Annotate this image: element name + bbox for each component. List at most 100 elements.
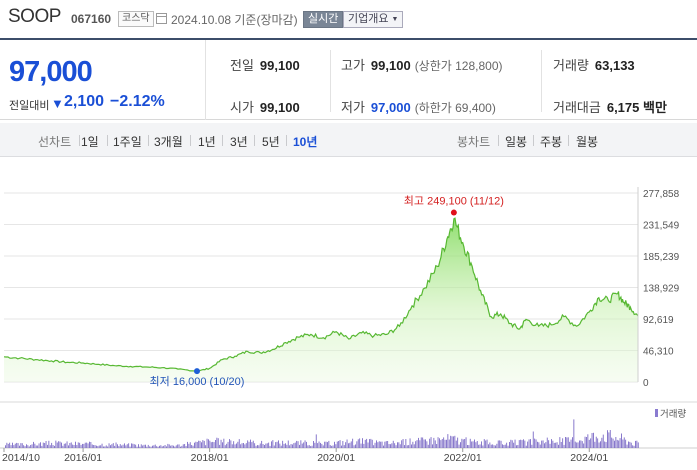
volume-bar [26,444,27,448]
volume-bar [342,441,344,448]
stat-open: 시가 99,100 [230,97,300,116]
volume-bar [240,444,242,448]
divider [498,135,499,146]
volume-bar [6,442,8,448]
volume-bar [324,441,326,448]
volume-bar [612,438,614,448]
volume-bar [10,445,12,448]
tab-weekly[interactable]: 주봉 [540,135,563,149]
volume-bar [83,443,85,448]
volume-bar [619,438,621,448]
volume-bar [234,444,236,448]
volume-bar [381,441,383,448]
volume-bar [171,445,173,448]
volume-bar [394,443,396,448]
volume-bar [598,442,600,448]
volume-bar [212,441,214,448]
divider [330,50,331,112]
volume-bar [567,437,569,448]
volume-bar [401,440,403,448]
volume-bar [441,439,443,448]
volume-bar [569,441,571,448]
volume-bar [511,440,513,448]
stock-code: 067160 [71,12,112,26]
tab-monthly[interactable]: 월봉 [576,135,599,149]
volume-bar [460,442,461,448]
upper-limit: (상한가 128,800) [414,59,503,73]
volume-bar [537,441,538,448]
volume-bar [387,441,389,448]
volume-bar [355,444,356,448]
stat-label: 거래대금 [553,100,601,115]
volume-bar [194,442,195,448]
divider [568,135,569,146]
volume-bar [611,437,613,448]
volume-bar [483,439,485,448]
x-tick-label: 2014/10 [2,452,40,464]
chevron-down-icon: ▼ [391,16,399,23]
realtime-button[interactable]: 실시간 [303,11,344,28]
tab-daily[interactable]: 일봉 [505,135,528,149]
y-tick-label: 46,310 [643,346,674,357]
volume-bar [16,442,18,448]
tab-5y[interactable]: 5년 [262,135,280,149]
volume-bar [265,443,267,448]
volume-bar [412,441,414,448]
x-tick-label: 2024/01 [570,452,608,464]
volume-bar [233,441,235,448]
volume-bar [341,445,342,448]
volume-bar [299,444,300,448]
volume-bar [70,442,72,448]
tab-3y[interactable]: 3년 [230,135,248,149]
volume-bar [409,438,411,448]
volume-bar [219,444,221,448]
stock-name: SOOP [8,6,61,27]
volume-bar [138,444,139,448]
volume-bar [380,441,382,448]
volume-bar [257,445,258,448]
price-chart[interactable]: 277,858 231,549 185,239 138,929 92,619 46,310… [0,160,697,470]
volume-bar [209,440,211,448]
volume-bar [301,443,303,448]
volume-bar [210,442,212,448]
tab-1d[interactable]: 1일 [81,135,99,149]
volume-bar [259,443,261,448]
tab-1w[interactable]: 1주일 [113,135,142,149]
volume-bar [593,432,594,448]
volume-bar [500,440,502,448]
volume-bar [196,442,198,448]
volume-bar [136,446,138,448]
volume-bar [486,439,488,448]
volume-bar [264,445,265,448]
divider [541,50,542,112]
volume-bar [160,445,162,448]
company-overview-button[interactable]: 기업개요 ▼ [343,11,404,28]
volume-bar [426,441,428,448]
volume-bar [373,445,375,448]
stat-value: 6,175 백만 [606,100,667,115]
volume-bar [149,446,151,448]
volume-bar [418,437,419,448]
volume-bar [415,441,417,448]
volume-bar [595,436,597,448]
candle-chart-label: 봉차트 [457,135,491,149]
volume-bar [349,442,351,448]
volume-bar [294,442,296,448]
volume-bar [156,446,158,448]
tab-3m[interactable]: 3개월 [154,135,183,149]
volume-bar [332,445,334,448]
volume-bar [565,437,566,448]
divider [533,135,534,146]
volume-bar [576,442,578,448]
volume-bar [618,440,620,448]
stat-label: 시가 [230,100,254,115]
volume-bar [185,446,187,448]
volume-bar [391,443,393,448]
tab-1y[interactable]: 1년 [198,135,216,149]
volume-bar [7,443,9,448]
volume-bar [446,439,447,448]
volume-bar [584,436,586,448]
volume-bar [306,441,307,448]
volume-bar [601,437,603,448]
tab-10y[interactable]: 10년 [293,135,318,149]
